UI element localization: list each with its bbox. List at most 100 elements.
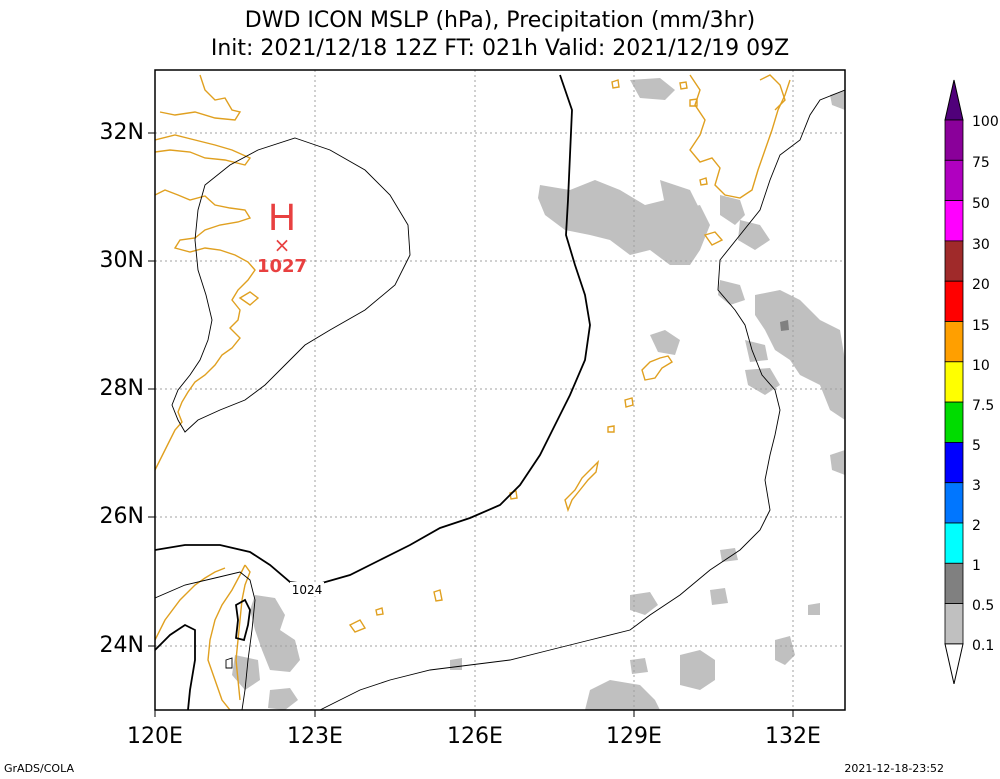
lat-label-32n: 32N	[99, 120, 144, 145]
lat-label-26n: 26N	[99, 504, 144, 529]
precip-patch	[630, 592, 658, 615]
precip-patch	[268, 688, 298, 710]
coastline-islet	[679, 81, 688, 90]
precip-patch	[830, 90, 845, 110]
coastline-taiwan	[207, 564, 251, 710]
isobar-south-1021	[155, 571, 256, 710]
colorbar-swatch	[944, 280, 964, 322]
isobar-south-1018	[155, 623, 196, 710]
precip-patch	[680, 650, 715, 690]
colorbar-label: 75	[972, 155, 990, 171]
isobar-1024	[155, 74, 591, 586]
colorbar-label: 20	[972, 277, 990, 293]
colorbar-swatch	[944, 522, 964, 564]
colorbar	[944, 79, 964, 685]
precip-patch	[630, 658, 648, 674]
lat-label-28n: 28N	[99, 376, 144, 401]
precipitation-shading-mid	[780, 320, 789, 331]
coastline-sakishima	[375, 607, 384, 616]
high-center-marker: ×	[274, 233, 291, 257]
precipitation-shading	[232, 78, 845, 710]
coastline-kyushu-east	[759, 74, 786, 111]
precip-patch-dark	[780, 320, 789, 331]
isobar-high-1027	[171, 137, 411, 433]
colorbar-top-arrow	[944, 79, 964, 121]
precip-patch	[718, 280, 745, 305]
footer-credit: GrADS/COLA	[4, 762, 74, 775]
chart-subtitle: Init: 2021/12/18 12Z FT: 021h Valid: 202…	[210, 36, 790, 61]
lon-label-129e: 129E	[606, 724, 662, 749]
coastline-okinawa	[564, 459, 600, 513]
coastline-islet	[699, 177, 708, 186]
precip-patch	[250, 595, 300, 672]
coastline-sakishima	[348, 619, 367, 633]
lat-label-30n: 30N	[99, 248, 144, 273]
lon-label-132e: 132E	[765, 724, 821, 749]
colorbar-label: 0.1	[972, 638, 995, 654]
coastline-zhoushan	[238, 291, 260, 306]
precip-patch	[755, 290, 845, 420]
lon-label-120e: 120E	[127, 724, 183, 749]
colorbar-swatch	[944, 562, 964, 604]
coastline-islet	[433, 589, 443, 602]
colorbar-label: 15	[972, 318, 990, 334]
coastline-islet	[611, 79, 620, 89]
coastline-china-east	[155, 189, 256, 471]
colorbar-label: 1	[972, 558, 981, 574]
colorbar-swatch	[944, 401, 964, 443]
precip-patch	[450, 658, 462, 670]
colorbar-swatch	[944, 361, 964, 403]
axis-ticks	[148, 132, 794, 717]
coastline-kyushu	[689, 74, 791, 199]
colorbar-label: 10	[972, 358, 990, 374]
coastline-ryukyu-north	[703, 231, 724, 246]
contour-label-bg	[290, 582, 324, 596]
precip-patch	[720, 195, 745, 225]
isobar-small	[235, 598, 251, 642]
precip-patch	[830, 450, 845, 475]
lat-label-24n: 24N	[99, 633, 144, 658]
precip-patch	[745, 368, 780, 395]
precip-patch	[808, 603, 820, 615]
colorbar-bottom-arrow	[944, 643, 964, 685]
colorbar-label: 3	[972, 478, 981, 494]
colorbar-swatch	[944, 240, 964, 282]
isobar-tiny	[225, 657, 233, 669]
coastline-islet	[689, 98, 698, 107]
colorbar-swatch	[944, 119, 964, 161]
colorbar-label: 100	[972, 114, 999, 130]
colorbar-swatch	[944, 321, 964, 363]
colorbar-label: 50	[972, 196, 990, 212]
graticule	[155, 70, 845, 710]
lon-label-126e: 126E	[447, 724, 503, 749]
colorbar-label: 5	[972, 438, 981, 454]
precip-patch	[630, 78, 675, 100]
precip-patch	[650, 330, 680, 355]
precip-patch	[710, 588, 728, 605]
chart-title: DWD ICON MSLP (hPa), Precipitation (mm/3…	[244, 8, 756, 33]
colorbar-swatch	[944, 603, 964, 645]
isobars	[155, 74, 845, 710]
colorbar-label: 0.5	[972, 598, 995, 614]
coastline-china-yangtze	[155, 134, 252, 166]
map-frame	[154, 69, 846, 711]
high-pressure-symbol: H	[268, 197, 295, 239]
colorbar-swatch	[944, 482, 964, 524]
isobar-east	[319, 89, 845, 710]
precip-patch	[775, 636, 795, 665]
coastline-china-north	[159, 74, 242, 121]
colorbar-swatch	[944, 441, 964, 484]
precip-patch	[232, 655, 260, 690]
precip-patch	[720, 548, 738, 562]
footer-timestamp: 2021-12-18-23:52	[844, 762, 944, 775]
colorbar-swatch	[944, 200, 964, 242]
coastline-islet	[624, 397, 634, 408]
colorbar-swatch	[944, 159, 964, 202]
coastline-china-south	[155, 567, 226, 641]
colorbar-label: 2	[972, 518, 981, 534]
colorbar-label: 30	[972, 237, 990, 253]
lon-label-123e: 123E	[287, 724, 343, 749]
precip-patch	[585, 680, 660, 710]
coastline-amami	[641, 355, 673, 381]
